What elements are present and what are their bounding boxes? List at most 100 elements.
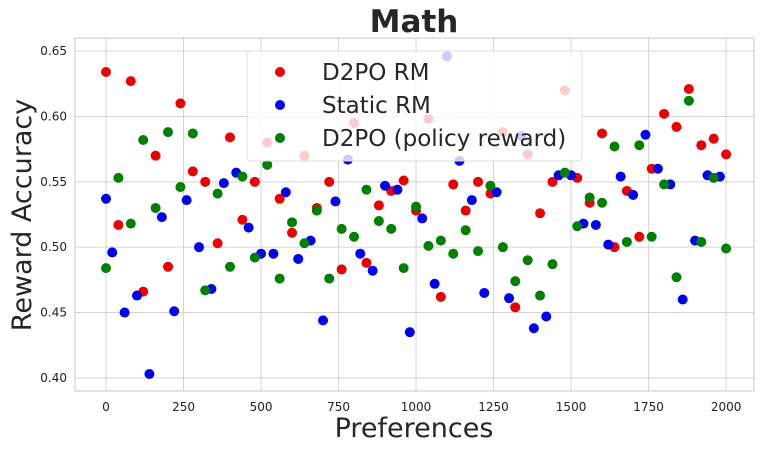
data-point xyxy=(237,214,248,225)
data-point xyxy=(696,236,707,247)
data-point xyxy=(435,235,446,246)
plot-frame xyxy=(74,37,755,392)
data-point xyxy=(708,172,719,183)
data-point xyxy=(187,128,198,139)
data-point xyxy=(473,176,484,187)
data-point xyxy=(590,219,601,230)
x-tick-labels: 0 250 500 750 1000 1250 1500 1750 2000 xyxy=(102,400,741,414)
data-point xyxy=(404,327,415,338)
data-point xyxy=(355,248,366,259)
data-point xyxy=(119,307,130,318)
data-point xyxy=(274,273,285,284)
legend: D2PO RM Static RM D2PO (policy reward) xyxy=(246,50,583,162)
data-point xyxy=(237,171,248,182)
data-point xyxy=(541,311,552,322)
data-point xyxy=(677,294,688,305)
data-point xyxy=(609,141,620,152)
data-point xyxy=(392,184,403,195)
data-point xyxy=(144,369,155,380)
legend-entry: D2PO (policy reward) xyxy=(322,126,566,152)
legend-entry: D2PO RM xyxy=(322,60,429,86)
data-point xyxy=(274,193,285,204)
data-point xyxy=(646,231,657,242)
data-point xyxy=(293,253,304,264)
data-point xyxy=(535,290,546,301)
series-d2po-policy-reward xyxy=(101,95,732,301)
x-tick-label: 500 xyxy=(250,400,273,414)
data-point xyxy=(113,172,124,183)
data-point xyxy=(510,302,521,313)
data-point xyxy=(628,189,639,200)
data-point xyxy=(336,223,347,234)
data-point xyxy=(535,208,546,219)
data-point xyxy=(138,134,149,145)
data-point xyxy=(107,247,118,258)
data-point xyxy=(361,257,372,268)
data-point xyxy=(367,265,378,276)
data-point xyxy=(361,184,372,195)
data-point xyxy=(615,171,626,182)
data-point xyxy=(101,66,112,77)
y-tick-label: 0.55 xyxy=(40,175,67,189)
legend-items: D2PO RM Static RM D2PO (policy reward) xyxy=(275,60,566,152)
data-point xyxy=(101,263,112,274)
data-point xyxy=(411,201,422,212)
legend-marker xyxy=(275,133,285,143)
data-point xyxy=(299,238,310,249)
x-tick-label: 1500 xyxy=(556,400,587,414)
data-point xyxy=(175,182,186,193)
data-point xyxy=(659,108,670,119)
legend-marker xyxy=(275,100,285,110)
data-point xyxy=(200,285,211,296)
data-point xyxy=(491,187,502,198)
data-point xyxy=(460,205,471,216)
data-point xyxy=(584,192,595,203)
data-point xyxy=(212,238,223,249)
data-point xyxy=(634,140,645,151)
data-point xyxy=(634,231,645,242)
data-point xyxy=(485,180,496,191)
data-point xyxy=(559,167,570,178)
data-point xyxy=(150,150,161,161)
data-point xyxy=(721,149,732,160)
x-tick-label: 1000 xyxy=(401,400,432,414)
legend-marker xyxy=(275,67,285,77)
data-point xyxy=(466,195,477,206)
data-point xyxy=(318,315,329,326)
data-point xyxy=(504,293,515,304)
data-point xyxy=(640,129,651,140)
data-point xyxy=(547,259,558,270)
data-point xyxy=(721,243,732,254)
data-point xyxy=(683,95,694,106)
data-point xyxy=(528,323,539,334)
data-point xyxy=(243,222,254,233)
data-point xyxy=(163,261,174,272)
data-point xyxy=(448,179,459,190)
data-point xyxy=(398,263,409,274)
data-point xyxy=(287,227,298,238)
y-tick-label: 0.40 xyxy=(40,371,67,385)
data-point xyxy=(708,133,719,144)
data-point xyxy=(212,188,223,199)
data-point xyxy=(448,248,459,259)
data-point xyxy=(194,242,205,253)
data-point xyxy=(652,163,663,174)
data-point xyxy=(373,200,384,211)
data-point xyxy=(181,195,192,206)
data-point xyxy=(225,132,236,143)
data-point xyxy=(101,193,112,204)
legend-box xyxy=(246,50,583,162)
x-tick-label: 2000 xyxy=(711,400,742,414)
data-point xyxy=(696,140,707,151)
data-point xyxy=(398,175,409,186)
y-tick-labels: 0.40 0.45 0.50 0.55 0.60 0.65 xyxy=(40,44,67,385)
data-point xyxy=(200,176,211,187)
data-point xyxy=(597,128,608,139)
x-tick-label: 0 xyxy=(102,400,110,414)
data-point xyxy=(597,197,608,208)
data-point xyxy=(497,242,508,253)
data-point xyxy=(380,180,391,191)
data-point xyxy=(132,290,143,301)
data-point xyxy=(547,176,558,187)
